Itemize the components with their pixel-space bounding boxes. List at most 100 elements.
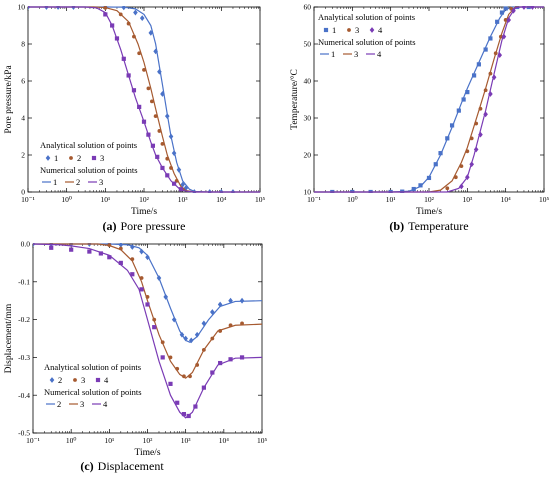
data-point [465,90,470,95]
data-point [168,133,174,140]
data-point [228,357,233,362]
data-point [145,295,150,299]
legend-marker-4 [369,27,375,33]
legend-marker-3 [91,155,97,161]
data-point [240,321,244,326]
panel-caption: (a) Pore pressure [103,219,186,233]
data-point [49,245,54,250]
data-point [483,47,488,52]
data-point [139,276,144,280]
data-point [488,36,493,41]
caption-letter: (c) [80,459,93,473]
x-axis-title: Time/s [416,207,442,217]
data-point [156,275,162,281]
panel-caption: (b) Temperature [389,219,468,233]
data-point [210,336,215,341]
data-point [98,251,103,256]
x-tick-label: 10⁴ [219,436,230,445]
data-point [107,255,112,260]
data-point [478,106,483,111]
data-point [126,21,131,26]
caption-letter: (b) [389,219,404,233]
data-point [139,287,144,292]
plot-frame [313,6,545,193]
data-point [165,173,170,178]
data-point [411,186,416,192]
data-point [114,36,120,41]
y-axis-title: Displacement/mm [4,303,14,373]
data-point [459,164,464,169]
data-point [201,347,206,352]
data-point [160,165,165,171]
data-point [503,6,508,11]
x-tick-label: 10⁻¹ [21,195,35,204]
y-tick-label: -0.2 [18,315,30,324]
data-point [449,123,455,128]
legend: Analytical solution of points 2 3 4 Numerica… [44,362,142,409]
legend-label: 3 [81,375,85,385]
data-point [171,316,177,323]
legend-label: 2 [77,153,81,163]
x-axis-title: Time/s [134,448,160,458]
data-point [201,320,207,327]
data-point [218,329,223,333]
data-point [188,337,194,344]
data-point [149,99,154,104]
plot-frame [32,243,263,434]
legend: Analytical solution of points 1 2 3 Numerica… [40,140,138,187]
x-tick-label: 10² [143,436,154,445]
x-tick-label: 10³ [178,195,189,204]
data-point [495,19,500,24]
legend-label: 3 [100,153,104,163]
panel-caption: (c) Displacement [80,459,164,473]
panel-a: 10⁻¹ 10⁰ 10¹ 10² 10³ 10⁴ 10⁵ 0 2 4 6 8 10 Time/s Pore … [4,3,265,233]
series-4 [33,243,262,419]
data-point [488,71,493,76]
data-point [168,355,173,360]
data-point [179,331,185,338]
x-tick-label: 10⁵ [257,436,268,445]
data-point [142,68,146,72]
x-tick-label: 10⁵ [255,195,266,204]
data-point [157,68,162,75]
series-1 [314,6,544,193]
panel-b: 10⁻¹ 10⁰ 10¹ 10² 10³ 10⁴ 10⁵ 10 20 30 40 50 60 Time/s… [289,3,549,233]
caption-letter: (a) [103,219,117,233]
data-point [210,309,215,315]
data-point [160,91,165,97]
series-line-3 [33,243,262,379]
data-point [194,331,200,338]
legend-label: 4 [103,399,108,409]
data-point [195,363,200,367]
legend-label: 1 [54,153,58,163]
legend-label: 2 [76,177,80,187]
series-4 [314,6,544,193]
data-point [69,247,74,252]
legend-label: 3 [99,177,103,187]
data-point [186,413,191,419]
data-point [456,108,461,113]
data-point [499,10,505,15]
x-tick-label: 10¹ [386,195,396,204]
legend-label: 3 [80,399,84,409]
data-point [121,6,127,11]
data-point [152,325,157,330]
data-point [130,272,135,277]
legend-marker-3 [347,28,351,32]
y-tick-label: 20 [304,151,312,160]
data-point [146,132,151,137]
data-point [445,136,450,141]
data-point [493,51,498,56]
data-point [218,360,223,366]
data-point [178,187,183,192]
data-point [139,248,144,255]
y-tick-label: 10 [304,188,312,197]
data-point [498,34,503,39]
data-point [133,9,138,16]
data-point [188,374,192,379]
data-point [118,246,123,251]
caption-text: Pore pressure [121,219,186,233]
y-tick-label: 40 [304,77,312,86]
legend-numerical-title: Numerical solution of points [318,37,416,47]
data-point [153,114,158,119]
